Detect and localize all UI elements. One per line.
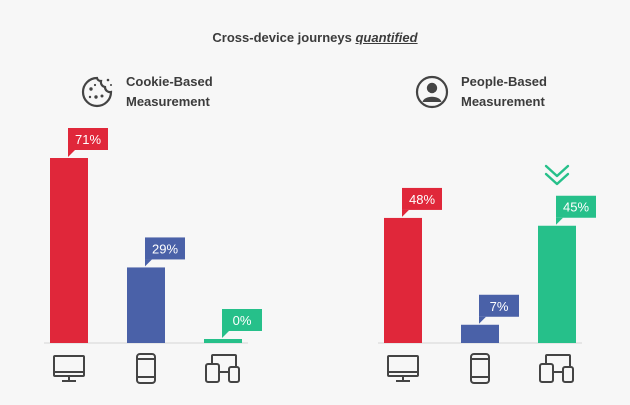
cookie-based-label-line1: Cookie-Based: [126, 74, 213, 89]
bar-desktop-group1: [50, 158, 88, 343]
data-label-bg: [222, 309, 262, 331]
people-based-label: People-Based Measurement: [461, 72, 547, 112]
bar-multi-device-group2: [538, 225, 576, 343]
data-label-tag: 7%: [479, 294, 519, 324]
bar-mobile-group2: [461, 324, 499, 343]
data-label-tag: 0%: [222, 309, 262, 338]
data-label: 29%: [152, 241, 178, 256]
bar-mobile-group1: [127, 267, 165, 343]
data-label: 45%: [563, 200, 589, 215]
data-label-pointer: [68, 150, 75, 157]
cookie-based-header: Cookie-Based Measurement: [80, 72, 213, 112]
data-label-bg: [402, 187, 442, 210]
mobile-icon: [470, 353, 490, 384]
data-label: 48%: [409, 192, 435, 207]
data-label-pointer: [145, 259, 152, 267]
chart-title-emphasis: quantified: [355, 30, 418, 45]
multi-device-icon: [205, 354, 240, 383]
data-label-bg: [479, 294, 519, 317]
data-label-pointer: [222, 331, 229, 338]
people-based-label-line1: People-Based: [461, 74, 547, 89]
mobile-icon: [136, 353, 156, 384]
cookie-based-label-line2: Measurement: [126, 94, 210, 109]
people-based-header: People-Based Measurement: [415, 72, 547, 112]
data-label: 0%: [233, 313, 252, 328]
chart-title: Cross-device journeys quantified: [0, 30, 630, 45]
data-label: 71%: [75, 132, 101, 147]
desktop-icon: [387, 355, 419, 382]
chart-title-prefix: Cross-device journeys: [212, 30, 356, 45]
data-label-tag: 29%: [145, 237, 185, 267]
data-label-pointer: [479, 316, 486, 324]
data-label-tag: 45%: [556, 195, 596, 225]
data-label-tag: 71%: [68, 128, 108, 157]
cookie-icon: [81, 76, 113, 108]
double-chevron-down-icon: [544, 164, 570, 186]
multi-device-icon: [539, 354, 574, 383]
bar-desktop-group2: [384, 217, 422, 343]
data-label: 7%: [490, 299, 509, 314]
data-label-pointer: [556, 217, 563, 225]
data-label-bg: [145, 237, 185, 260]
data-label-tag: 48%: [402, 187, 442, 217]
data-label-bg: [68, 128, 108, 150]
cookie-based-label: Cookie-Based Measurement: [126, 72, 213, 112]
people-based-label-line2: Measurement: [461, 94, 545, 109]
data-label-bg: [556, 195, 596, 218]
data-label-pointer: [402, 209, 409, 217]
desktop-icon: [53, 355, 85, 382]
person-icon: [415, 75, 449, 109]
bar-multi-device-group1: [204, 339, 242, 343]
